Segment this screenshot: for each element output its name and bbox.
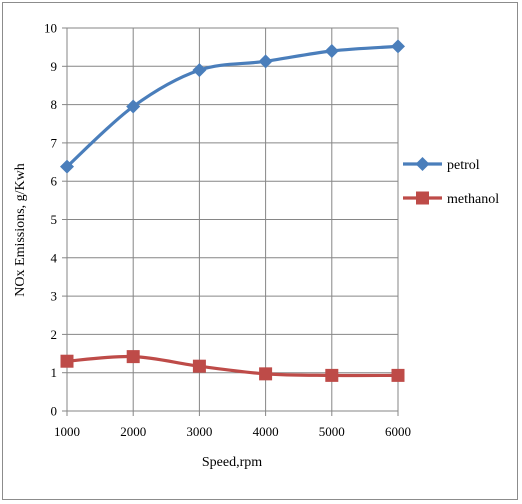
x-tick-label: 1000	[54, 424, 80, 439]
data-point-methanol-5000	[325, 368, 339, 382]
data-point-methanol-1000	[60, 354, 74, 368]
x-tick-label: 5000	[319, 424, 345, 439]
y-tick-label: 2	[51, 327, 58, 342]
x-axis-title: Speed,rpm	[202, 455, 262, 470]
y-tick-label: 10	[44, 21, 57, 36]
y-tick-label: 7	[51, 135, 58, 150]
data-point-methanol-6000	[391, 368, 405, 382]
y-tick-label: 6	[51, 174, 58, 189]
x-tick-label: 4000	[253, 424, 279, 439]
data-point-methanol-3000	[192, 359, 206, 373]
legend: petrol methanol	[403, 157, 499, 207]
y-tick-label: 8	[51, 97, 58, 112]
x-tick-label: 3000	[186, 424, 212, 439]
data-point-petrol-3000	[192, 63, 207, 78]
data-point-petrol-6000	[391, 39, 405, 54]
y-tick-label: 3	[51, 289, 58, 304]
y-tick-label: 4	[51, 250, 58, 265]
data-point-petrol-1000	[60, 159, 74, 174]
grid-lines	[66, 27, 399, 412]
data-point-petrol-4000	[258, 54, 273, 69]
legend-label-petrol: petrol	[447, 158, 480, 173]
axes	[62, 27, 399, 416]
data-point-petrol-2000	[126, 99, 141, 114]
x-tick-labels: 1000 2000 3000 4000 5000 6000	[54, 424, 411, 439]
data-point-methanol-2000	[126, 350, 140, 364]
data-point-methanol-4000	[259, 367, 273, 381]
y-axis-title: NOx Emissions, g/Kwh	[13, 163, 28, 296]
data-point-petrol-5000	[324, 43, 339, 58]
y-tick-label: 1	[51, 365, 58, 380]
chart-frame	[2, 2, 518, 500]
x-tick-label: 6000	[385, 424, 411, 439]
x-tick-label: 2000	[120, 424, 146, 439]
y-tick-label: 9	[51, 59, 58, 74]
series-line-petrol	[65, 44, 399, 168]
y-tick-label: 0	[51, 404, 58, 419]
y-tick-label: 5	[51, 212, 58, 227]
series-layer	[60, 39, 405, 382]
legend-marker-methanol	[416, 191, 429, 205]
legend-marker-petrol	[415, 157, 430, 171]
y-tick-labels: 0 1 2 3 4 5 6 7 8 9 10	[44, 21, 58, 419]
plot-area-border	[66, 27, 399, 412]
legend-label-methanol: methanol	[447, 192, 499, 207]
